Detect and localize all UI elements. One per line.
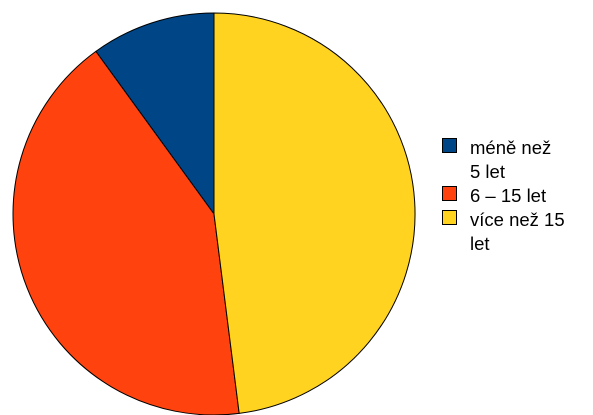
legend-item-less-than-5: méně než 5 let	[442, 136, 592, 184]
pie-slice-6-15	[12, 50, 240, 415]
legend-swatch-6-15	[442, 186, 457, 201]
legend-label-more-than-15: více než 15 let	[470, 209, 565, 254]
legend-item-6-15: 6 – 15 let	[442, 184, 592, 208]
pie-slice-less-than-5	[95, 12, 215, 215]
legend-label-less-than-5: méně než 5 let	[470, 137, 552, 182]
pie-slice-more-than-15	[213, 12, 416, 414]
legend-swatch-more-than-15	[442, 210, 457, 225]
legend-swatch-less-than-5	[442, 138, 457, 153]
legend: méně než 5 let 6 – 15 let více než 15 le…	[442, 136, 592, 256]
legend-item-more-than-15: více než 15 let	[442, 208, 592, 256]
legend-label-6-15: 6 – 15 let	[470, 185, 547, 206]
